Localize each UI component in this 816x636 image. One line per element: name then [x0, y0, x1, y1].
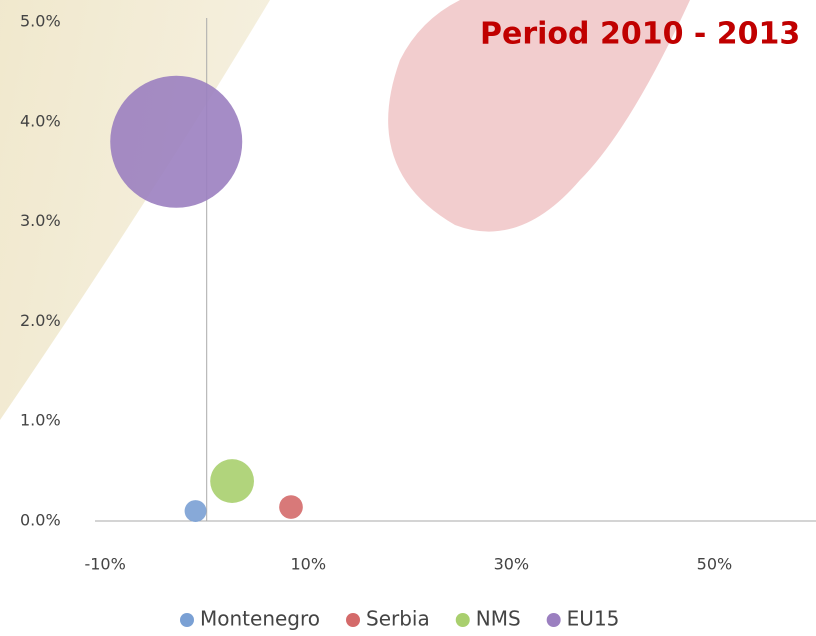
bubble: [184, 500, 207, 522]
background-shape: [388, 0, 690, 232]
y-tick-label: 2.0%: [20, 311, 61, 330]
legend-label: EU15: [567, 607, 620, 631]
legend-marker: [546, 613, 561, 627]
chart-title: Period 2010 - 2013: [480, 17, 800, 52]
x-tick-label: 30%: [494, 555, 530, 574]
y-tick-label: 0.0%: [20, 511, 61, 530]
bubble: [279, 495, 303, 519]
legend-label: Montenegro: [200, 607, 320, 631]
x-tick-label: 50%: [697, 555, 733, 574]
x-tick-label: 10%: [290, 555, 326, 574]
legend-marker: [346, 613, 361, 627]
legend-label: Serbia: [366, 607, 430, 631]
y-tick-label: 5.0%: [20, 12, 61, 31]
legend-label: NMS: [476, 607, 521, 631]
x-tick-label: -10%: [84, 555, 125, 574]
y-tick-label: 4.0%: [20, 111, 61, 130]
bubble: [210, 459, 254, 503]
bubble: [110, 75, 243, 208]
background-band: [0, 0, 270, 420]
legend-marker: [180, 613, 194, 627]
y-tick-label: 1.0%: [20, 411, 61, 430]
y-tick-label: 3.0%: [20, 211, 61, 230]
legend-marker: [455, 613, 470, 627]
